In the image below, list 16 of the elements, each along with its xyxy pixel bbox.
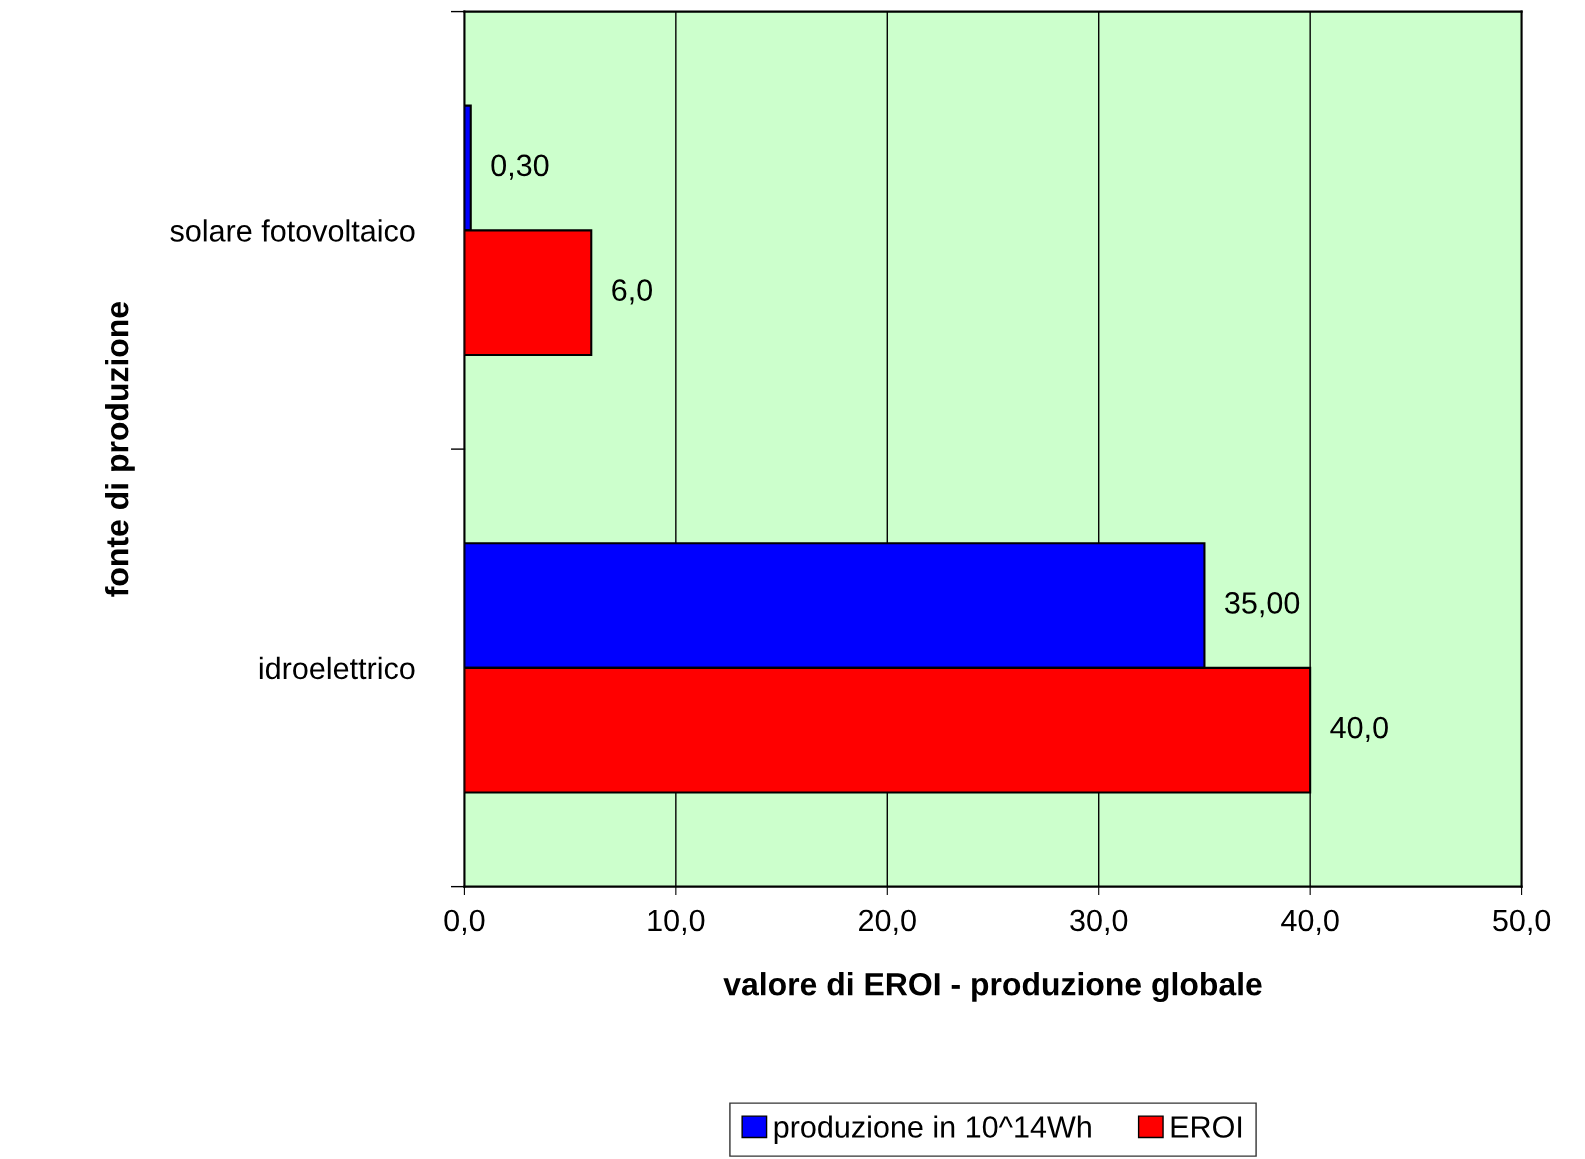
x-tick-label: 0,0 xyxy=(444,909,485,935)
x-tick-label: 40,0 xyxy=(1281,909,1339,935)
x-tick-label: 50,0 xyxy=(1493,909,1551,935)
y-axis-title: fonte di produzione xyxy=(105,302,135,597)
data-label: 40,0 xyxy=(1330,716,1388,743)
x-axis-title: valore di EROI - produzione globale xyxy=(723,972,1262,1002)
legend-label: EROI xyxy=(1171,1116,1242,1138)
y-tick-label: solare fotovoltaico xyxy=(170,219,415,242)
data-label: 6,0 xyxy=(612,279,652,305)
data-label: 0,30 xyxy=(491,154,549,180)
x-tick-label: 20,0 xyxy=(859,909,916,935)
y-tick-label: idroelettrico xyxy=(259,656,415,680)
x-tick-label: 30,0 xyxy=(1070,909,1128,935)
legend-label: produzione in 10^14Wh xyxy=(774,1115,1091,1144)
x-tick-label: 10,0 xyxy=(648,909,705,935)
data-label: 35,00 xyxy=(1225,592,1300,618)
